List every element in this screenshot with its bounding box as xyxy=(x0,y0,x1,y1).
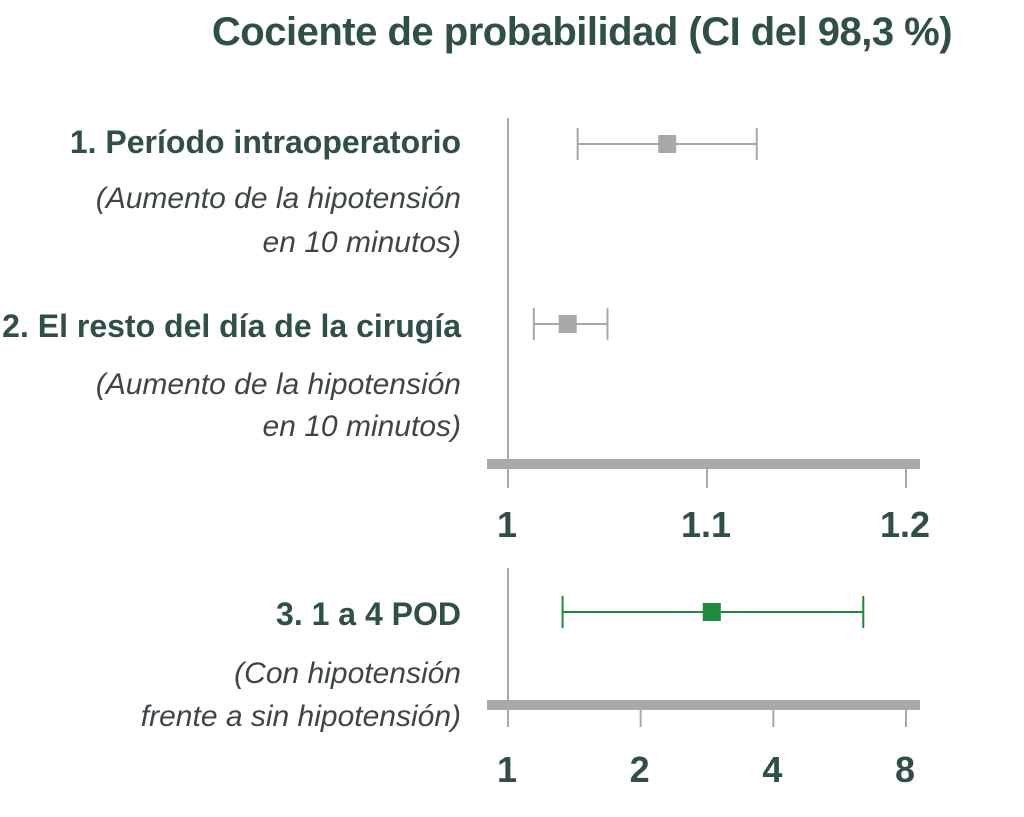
row-3-sublabel-line1: (Con hipotensión xyxy=(234,657,461,690)
x-tick-label-2-4: 8 xyxy=(895,749,915,790)
row-1-label: 1. Período intraoperatorio xyxy=(69,124,461,160)
row-2-label: 2. El resto del día de la cirugía xyxy=(2,308,461,344)
x-axis-bar-1 xyxy=(487,459,920,469)
x-tick-label-2-2: 2 xyxy=(630,749,650,790)
row-3-sublabel-line2: frente a sin hipotensión) xyxy=(140,700,461,733)
point-estimate-1-1 xyxy=(658,135,677,153)
x-tick-label-1-1: 1 xyxy=(497,504,517,545)
row-1-sublabel-line1: (Aumento de la hipotensión xyxy=(95,182,461,215)
row-1-sublabel-line2: en 10 minutos) xyxy=(262,226,461,259)
x-axis-bar-2 xyxy=(487,700,920,710)
point-estimate-2-1 xyxy=(702,603,721,621)
chart-title: Cociente de probabilidad (CI del 98,3 %) xyxy=(211,10,953,54)
x-tick-label-1-3: 1.2 xyxy=(880,504,930,545)
x-tick-label-1-2: 1.1 xyxy=(681,504,731,545)
row-3-label: 3. 1 a 4 POD xyxy=(276,596,461,632)
point-estimate-1-2 xyxy=(558,315,577,333)
row-2-sublabel-line1: (Aumento de la hipotensión xyxy=(95,368,461,401)
x-tick-label-2-3: 4 xyxy=(762,749,782,790)
row-2-sublabel-line2: en 10 minutos) xyxy=(262,410,461,443)
x-tick-label-2-1: 1 xyxy=(497,749,517,790)
